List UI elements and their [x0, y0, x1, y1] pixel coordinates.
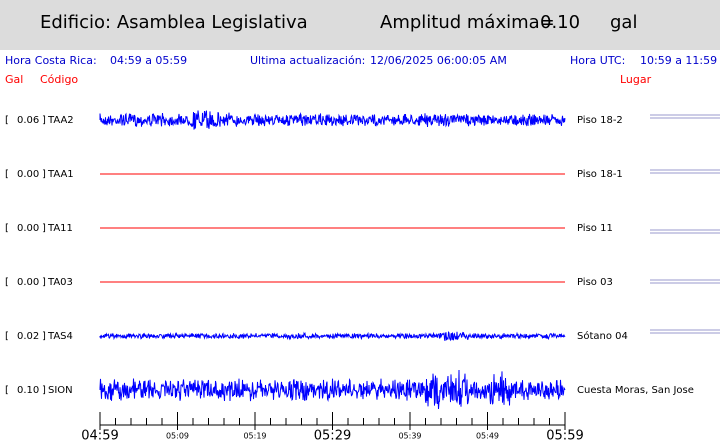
update-label: Ultima actualización: [250, 54, 365, 67]
waveform [99, 110, 566, 130]
time-label: 05:19 [243, 432, 266, 441]
channel-gal: 0.00 [17, 223, 39, 234]
time-label: 05:59 [546, 429, 583, 443]
amplitude-value: 0.10 [540, 12, 580, 33]
place-header: Lugar [620, 73, 652, 86]
local-label: Hora Costa Rica: [5, 54, 97, 67]
bracket: ] [42, 223, 46, 234]
channel-gal: 0.00 [17, 169, 39, 180]
bracket: [ [5, 223, 9, 234]
channel-code: TAA2 [47, 115, 74, 126]
bracket: [ [5, 277, 9, 288]
local-range: 04:59 a 05:59 [110, 54, 187, 67]
bracket: [ [5, 115, 9, 126]
channel-code: SION [48, 385, 73, 396]
channel-place: Piso 03 [577, 277, 613, 288]
time-label: 05:49 [476, 432, 499, 441]
channel-place: Piso 18-2 [577, 115, 623, 126]
amplitude-unit: gal [610, 12, 637, 33]
channel-gal: 0.00 [17, 277, 39, 288]
time-label: 05:29 [314, 429, 351, 443]
bracket: ] [42, 277, 46, 288]
channel-place: Piso 11 [577, 223, 613, 234]
bracket: ] [42, 385, 46, 396]
channel-code: TAA1 [47, 169, 74, 180]
gal-header: Gal [5, 73, 23, 86]
waveform [99, 331, 566, 342]
channel-gal: 0.02 [17, 331, 39, 342]
bracket: [ [5, 169, 9, 180]
time-label: 05:09 [166, 432, 189, 441]
utc-range: 10:59 a 11:59 [640, 54, 717, 67]
bracket: ] [42, 331, 46, 342]
time-label: 05:39 [398, 432, 421, 441]
utc-label: Hora UTC: [570, 54, 625, 67]
channel-code: TAS4 [47, 331, 73, 342]
channel-place: Cuesta Moras, San Jose [577, 385, 694, 396]
waveform [99, 369, 566, 410]
channel-place: Piso 18-1 [577, 169, 623, 180]
bracket: ] [42, 169, 46, 180]
title: Edificio: Asamblea Legislativa [40, 12, 308, 33]
time-label: 04:59 [81, 429, 118, 443]
channel-code: TA11 [47, 223, 73, 234]
channel-code: TA03 [47, 277, 73, 288]
channel-gal: 0.06 [17, 115, 39, 126]
bracket: ] [42, 115, 46, 126]
bracket: [ [5, 385, 9, 396]
channel-gal: 0.10 [17, 385, 39, 396]
update-value: 12/06/2025 06:00:05 AM [370, 54, 507, 67]
amplitude-label: Amplitud máxima= [380, 12, 555, 33]
code-header: Código [40, 73, 78, 86]
header-band [0, 0, 720, 50]
bracket: [ [5, 331, 9, 342]
channel-place: Sótano 04 [577, 330, 628, 342]
